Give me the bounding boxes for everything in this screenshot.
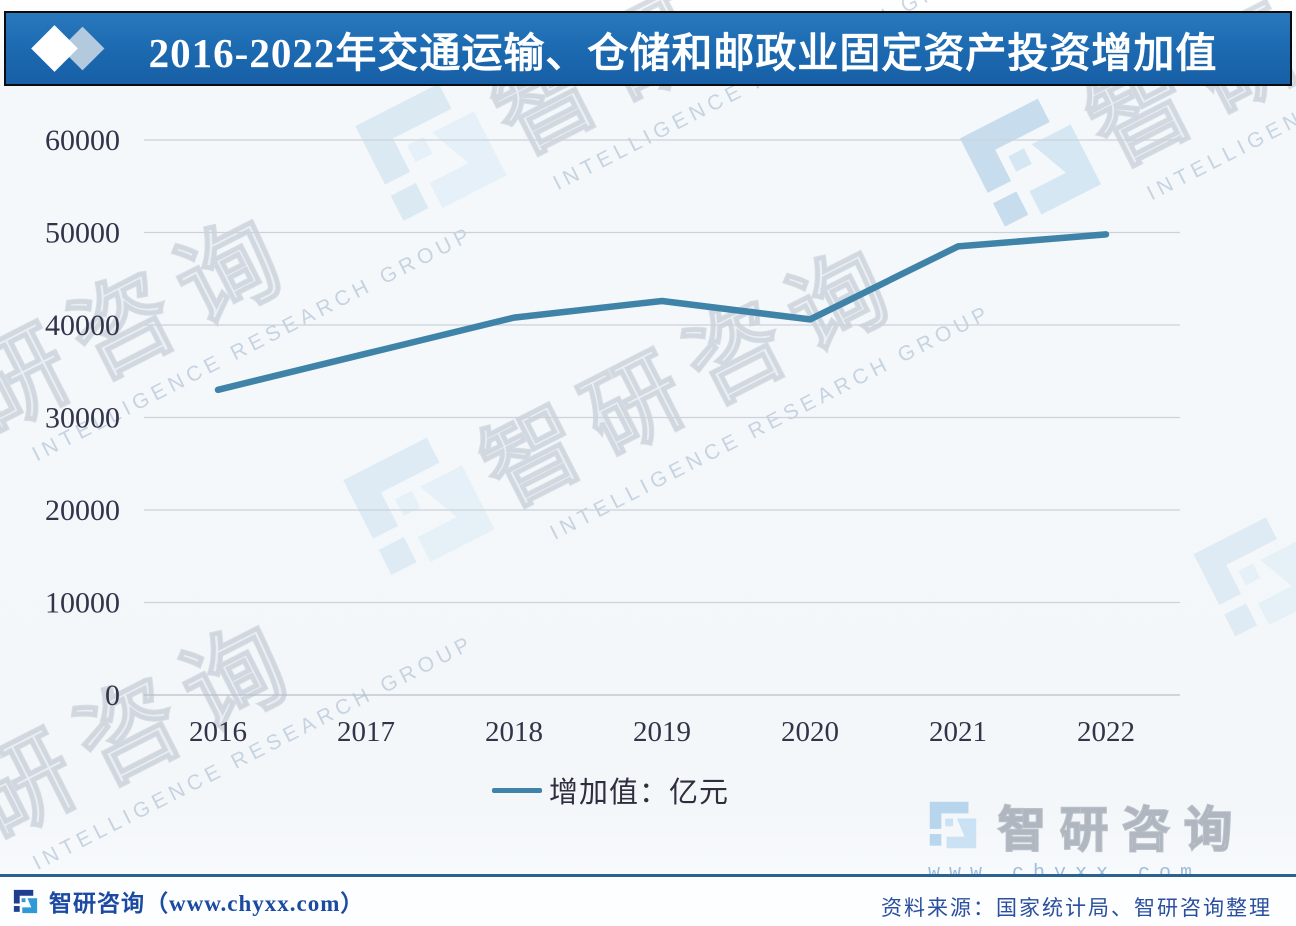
x-tick-label: 2016 bbox=[189, 716, 247, 748]
brand-watermark-cn: 智研咨询 bbox=[997, 803, 1247, 858]
footer-divider bbox=[0, 874, 1296, 877]
x-tick-label: 2022 bbox=[1077, 716, 1135, 748]
x-tick-label: 2018 bbox=[485, 716, 543, 748]
legend-label: 增加值：亿元 bbox=[549, 777, 730, 809]
zhiyan-logo-watermark-icon bbox=[929, 801, 977, 849]
header-banner: 2016-2022年交通运输、仓储和邮政业固定资产投资增加值 bbox=[4, 11, 1292, 86]
x-tick-label: 2021 bbox=[929, 716, 987, 748]
x-tick-label: 2020 bbox=[781, 716, 839, 748]
y-tick-label: 40000 bbox=[45, 309, 120, 342]
footer-brand-text: 智研咨询（www.chyxx.com） bbox=[49, 891, 365, 916]
y-tick-label: 60000 bbox=[45, 124, 120, 157]
page-title: 2016-2022年交通运输、仓储和邮政业固定资产投资增加值 bbox=[148, 29, 1218, 76]
y-axis-labels: 0 10000 20000 30000 40000 50000 60000 bbox=[45, 124, 120, 712]
gridlines bbox=[144, 139, 1180, 696]
zhiyan-logo-icon bbox=[13, 889, 38, 913]
y-tick-label: 30000 bbox=[45, 402, 120, 435]
diamond-icon bbox=[31, 24, 105, 72]
legend-line-marker bbox=[492, 787, 542, 793]
footer-source-text: 资料来源：国家统计局、智研咨询整理 bbox=[881, 896, 1272, 920]
y-tick-label: 20000 bbox=[45, 494, 120, 527]
y-tick-label: 10000 bbox=[45, 587, 120, 620]
y-tick-label: 50000 bbox=[45, 217, 120, 250]
series-polyline bbox=[214, 231, 1110, 394]
x-axis-labels: 2016 2017 2018 2019 2020 2021 2022 bbox=[189, 716, 1135, 748]
series-line bbox=[214, 231, 1110, 394]
x-tick-label: 2017 bbox=[337, 716, 395, 748]
y-tick-label: 0 bbox=[105, 679, 120, 712]
footer: 智研咨询（www.chyxx.com） 资料来源：国家统计局、智研咨询整理 bbox=[0, 877, 1296, 926]
legend: 增加值：亿元 bbox=[492, 769, 729, 811]
x-tick-label: 2019 bbox=[633, 716, 691, 748]
brand-watermark: 智研咨询 www.chyxx.com bbox=[922, 790, 1292, 885]
footer-brand: 智研咨询（www.chyxx.com） bbox=[10, 884, 364, 918]
